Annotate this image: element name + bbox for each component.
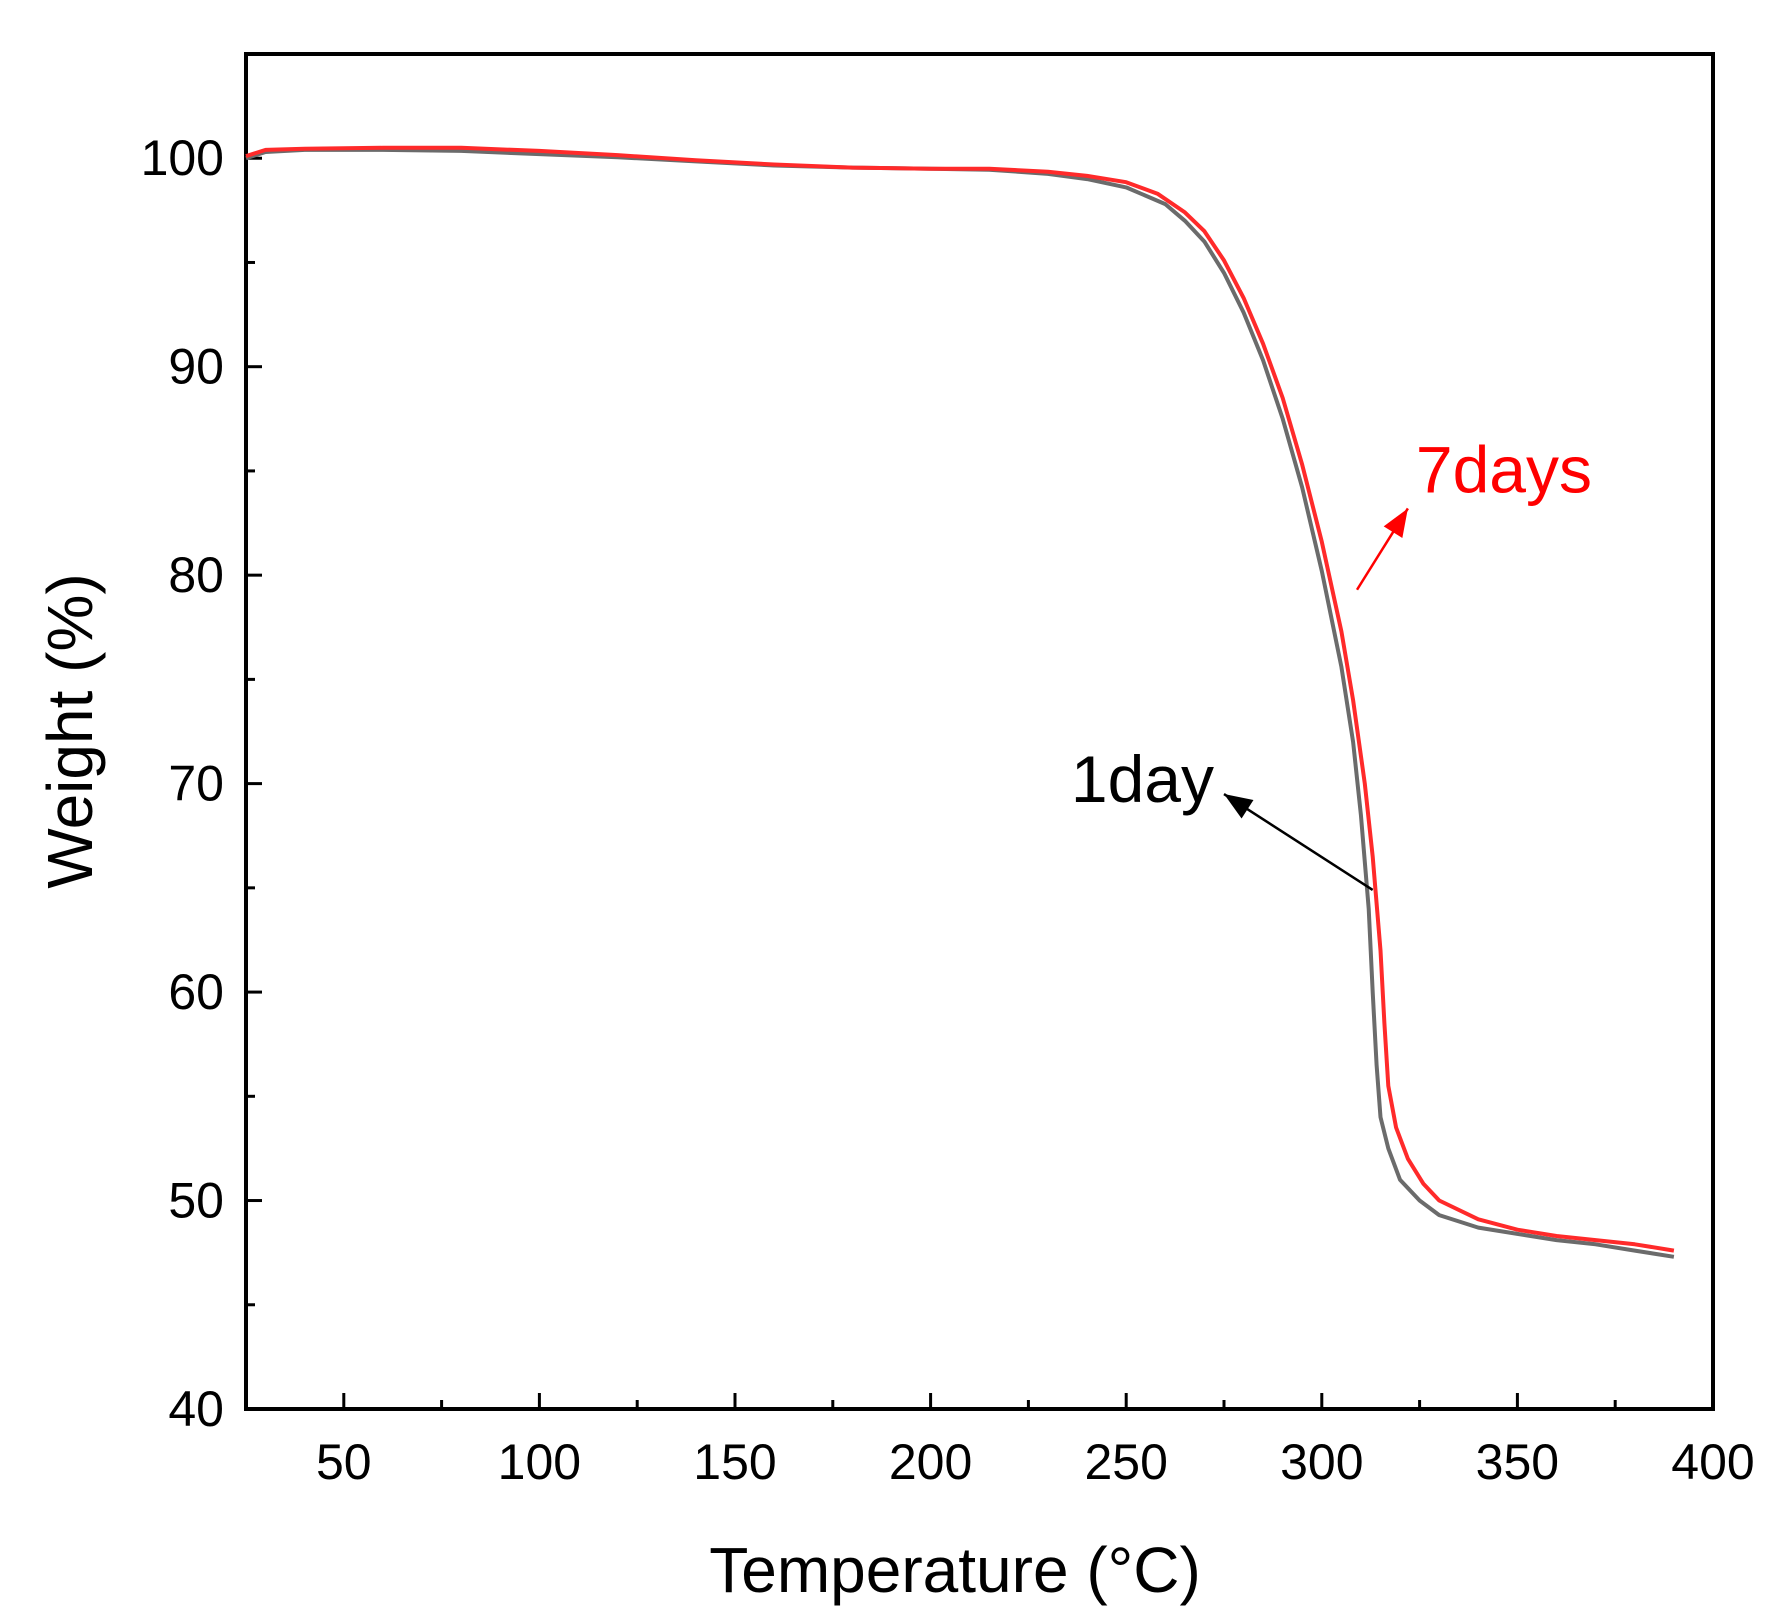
- plot-area: [244, 52, 1715, 1411]
- y-tick-label: 60: [168, 964, 224, 1020]
- series-line-1day: [245, 147, 1675, 1259]
- y-axis: 40 50 60 70 80 90 100: [141, 52, 262, 1437]
- x-tick-label: 400: [1671, 1434, 1754, 1490]
- y-tick-label: 70: [168, 756, 224, 812]
- x-tick-label: 350: [1476, 1434, 1559, 1490]
- annotation-layer: 7days 1day: [1071, 432, 1592, 891]
- series-line-7days: [245, 145, 1675, 1253]
- annotation-arrow-head: [1383, 508, 1408, 539]
- y-tick-label: 40: [168, 1381, 224, 1437]
- x-tick-label: 50: [316, 1434, 372, 1490]
- annotation-arrow-head: [1224, 794, 1254, 819]
- y-axis-title: Weight (%): [34, 573, 106, 888]
- annotation-label: 7days: [1416, 432, 1592, 506]
- x-tick-label: 250: [1084, 1434, 1167, 1490]
- y-tick-label: 100: [141, 130, 224, 186]
- annotation-arrow-line: [1223, 792, 1374, 891]
- y-tick-label: 90: [168, 339, 224, 395]
- x-tick-label: 150: [693, 1434, 776, 1490]
- plot-frame: [244, 52, 1715, 1411]
- y-tick-label: 80: [168, 547, 224, 603]
- x-axis-title: Temperature (°C): [709, 1534, 1201, 1606]
- series-layer: [245, 145, 1675, 1259]
- x-tick-label: 300: [1280, 1434, 1363, 1490]
- annotation-label: 1day: [1071, 742, 1214, 816]
- y-tick-label: 50: [168, 1173, 224, 1229]
- x-tick-label: 100: [498, 1434, 581, 1490]
- x-tick-label: 200: [889, 1434, 972, 1490]
- x-axis: 50 100 150 200 250 300 350 400: [244, 1393, 1755, 1490]
